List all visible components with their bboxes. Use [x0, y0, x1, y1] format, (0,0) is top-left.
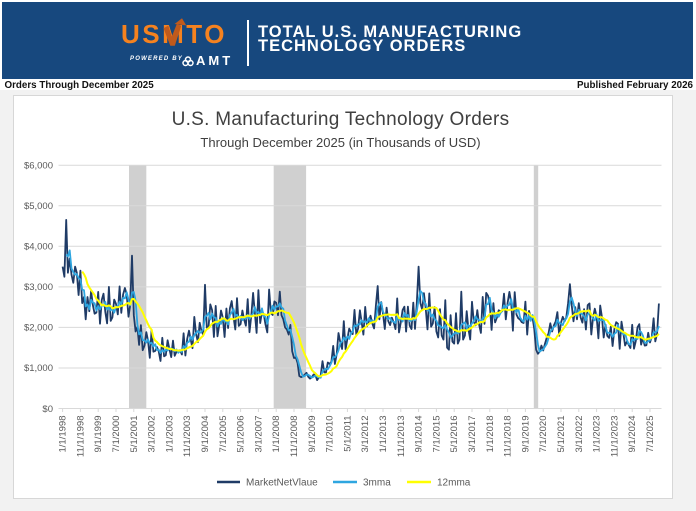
svg-text:7/1/2010: 7/1/2010: [325, 416, 336, 453]
svg-text:11/1/2003: 11/1/2003: [182, 416, 193, 458]
svg-text:$1,000: $1,000: [24, 363, 53, 374]
svg-text:9/1/2014: 9/1/2014: [414, 416, 425, 453]
svg-text:5/1/2001: 5/1/2001: [129, 416, 140, 453]
svg-text:7/1/2000: 7/1/2000: [111, 416, 122, 453]
svg-text:7/1/2020: 7/1/2020: [538, 416, 549, 453]
svg-text:$4,000: $4,000: [24, 242, 53, 253]
svg-text:3/1/2012: 3/1/2012: [360, 416, 371, 453]
svg-text:7/1/2005: 7/1/2005: [218, 416, 229, 453]
svg-text:11/1/2013: 11/1/2013: [396, 416, 407, 458]
svg-text:1/1/1998: 1/1/1998: [58, 416, 69, 453]
svg-text:11/1/2018: 11/1/2018: [503, 415, 514, 457]
svg-text:11/1/2008: 11/1/2008: [289, 416, 300, 458]
svg-text:5/1/2021: 5/1/2021: [556, 416, 567, 453]
svg-text:1/1/2018: 1/1/2018: [485, 416, 496, 453]
svg-text:$6,000: $6,000: [24, 161, 53, 172]
svg-text:3/1/2022: 3/1/2022: [574, 416, 585, 453]
svg-text:5/1/2006: 5/1/2006: [236, 416, 247, 453]
svg-text:9/1/1999: 9/1/1999: [93, 416, 104, 453]
svg-text:1/1/2008: 1/1/2008: [271, 416, 282, 453]
svg-text:3/1/2017: 3/1/2017: [467, 416, 478, 453]
svg-text:9/1/2019: 9/1/2019: [520, 416, 531, 453]
svg-text:5/1/2011: 5/1/2011: [342, 416, 353, 452]
svg-text:9/1/2004: 9/1/2004: [200, 416, 211, 453]
svg-text:5/1/2016: 5/1/2016: [449, 416, 460, 453]
svg-text:$2,000: $2,000: [24, 323, 53, 334]
svg-text:11/1/1998: 11/1/1998: [75, 416, 86, 458]
svg-text:12mma: 12mma: [437, 478, 471, 489]
svg-text:7/1/2025: 7/1/2025: [645, 416, 656, 453]
svg-text:1/1/2003: 1/1/2003: [164, 416, 175, 453]
svg-text:7/1/2015: 7/1/2015: [431, 416, 442, 453]
svg-text:9/1/2024: 9/1/2024: [627, 416, 638, 453]
svg-text:$5,000: $5,000: [24, 201, 53, 212]
svg-text:1/1/2023: 1/1/2023: [592, 416, 603, 453]
svg-text:$0: $0: [42, 404, 53, 415]
svg-text:3/1/2002: 3/1/2002: [147, 416, 158, 453]
svg-text:MarketNetVlaue: MarketNetVlaue: [246, 478, 318, 489]
svg-text:9/1/2009: 9/1/2009: [307, 416, 318, 453]
svg-text:$3,000: $3,000: [24, 282, 53, 293]
svg-text:3mma: 3mma: [363, 478, 391, 489]
svg-text:11/1/2023: 11/1/2023: [609, 416, 620, 458]
svg-text:1/1/2013: 1/1/2013: [378, 416, 389, 453]
svg-text:3/1/2007: 3/1/2007: [253, 416, 264, 453]
